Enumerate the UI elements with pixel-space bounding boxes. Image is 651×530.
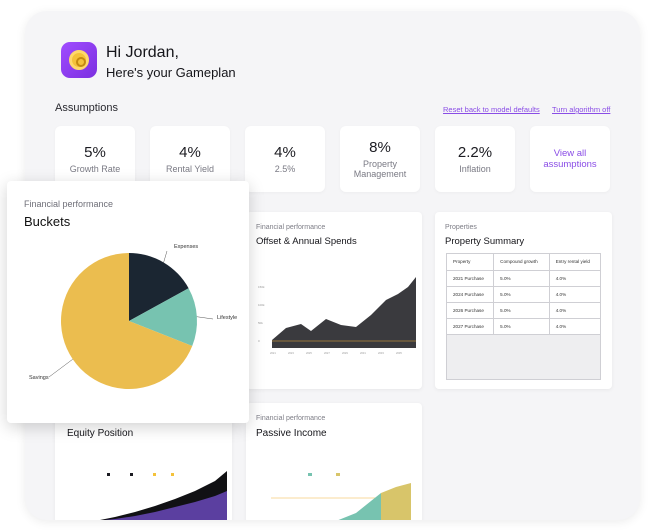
pie-leader-line: [163, 250, 168, 263]
table-row[interactable]: 2024 Purchase 5.0% 4.0%: [447, 286, 600, 303]
view-all-assumptions-button[interactable]: View all assumptions: [530, 126, 610, 192]
buckets-pie-chart: Expenses Lifestyle Savings: [29, 244, 237, 389]
assumption-label: Growth Rate: [69, 164, 121, 174]
pie-slice-savings[interactable]: [61, 253, 193, 389]
turn-algorithm-off-link[interactable]: Turn algorithm off: [552, 105, 611, 114]
svg-text:2031: 2031: [360, 351, 366, 355]
buckets-title: Buckets: [24, 214, 71, 229]
table-cell: 4.0%: [549, 318, 600, 335]
table-cell: 2026 Purchase: [447, 302, 495, 319]
assumption-card-inflation[interactable]: 2.2% Inflation: [435, 126, 515, 192]
pie-slice-expenses[interactable]: [129, 253, 189, 321]
panel-kicker: Properties: [445, 224, 477, 231]
table-row[interactable]: 2027 Purchase 5.0% 4.0%: [447, 318, 600, 335]
assumption-label: Property Management: [353, 159, 407, 179]
assumption-label: Inflation: [459, 164, 491, 174]
table-cell: 5.0%: [493, 270, 550, 287]
assumption-value: 5%: [84, 144, 106, 161]
view-all-label: View all assumptions: [543, 148, 597, 170]
property-summary-panel[interactable]: Properties Property Summary Property Com…: [435, 212, 612, 389]
table-cell: 2021 Purchase: [447, 270, 495, 287]
svg-text:2035: 2035: [396, 351, 402, 355]
svg-text:2027: 2027: [324, 351, 330, 355]
table-cell: 4.0%: [549, 286, 600, 303]
svg-text:2025: 2025: [306, 351, 312, 355]
assumption-card-property-management[interactable]: 8% Property Management: [340, 126, 420, 192]
table-header-row: Property Compound growth Entry rental yi…: [447, 254, 600, 271]
pie-label-savings: Savings: [29, 375, 49, 381]
greeting-title: Hi Jordan,: [106, 44, 179, 61]
table-cell: 4.0%: [549, 270, 600, 287]
svg-text:0: 0: [258, 339, 260, 343]
assumption-value: 4%: [274, 144, 296, 161]
passive-area-gold: [381, 483, 411, 520]
assumption-value: 2.2%: [457, 144, 493, 161]
buckets-card[interactable]: Financial performance Buckets Expenses Li…: [7, 181, 249, 423]
pie-slice-lifestyle[interactable]: [129, 288, 198, 347]
panel-kicker: Financial performance: [256, 224, 326, 231]
panel-title: Property Summary: [445, 236, 525, 247]
assumption-card-third[interactable]: 4% 2.5%: [245, 126, 325, 192]
table-header: Property: [447, 254, 495, 271]
svg-text:100k: 100k: [258, 303, 265, 307]
panel-title: Offset & Annual Spends: [256, 236, 357, 247]
panel-title: Passive Income: [256, 428, 327, 439]
greeting-block: Hi Jordan, Here's your Gameplan: [106, 43, 236, 83]
panel-kicker: Financial performance: [256, 415, 326, 422]
pie-label-expenses: Expenses: [174, 244, 198, 250]
coin-icon: [69, 50, 89, 70]
table-cell: 5.0%: [493, 286, 550, 303]
table-cell: 5.0%: [493, 302, 550, 319]
assumption-value: 4%: [179, 144, 201, 161]
svg-text:2023: 2023: [288, 351, 294, 355]
equity-stacked-chart: [100, 471, 227, 520]
table-row[interactable]: 2021 Purchase 5.0% 4.0%: [447, 270, 600, 287]
equity-purple-area: [105, 491, 227, 520]
reset-defaults-link[interactable]: Reset back to model defaults: [443, 105, 540, 114]
equity-legend: [107, 473, 174, 476]
assumptions-title: Assumptions: [55, 102, 118, 114]
panel-title: Equity Position: [67, 428, 134, 439]
passive-income-panel[interactable]: Financial performance Passive Income: [246, 403, 422, 520]
table-cell: 2024 Purchase: [447, 286, 495, 303]
offset-area-chart: 150k 100k 50k 0 2021 2023 2025 2027 2029 2031 20…: [258, 277, 416, 355]
property-summary-table: Property Compound growth Entry rental yi…: [446, 253, 601, 380]
svg-text:150k: 150k: [258, 285, 265, 289]
svg-text:2029: 2029: [342, 351, 348, 355]
passive-area-teal: [338, 493, 381, 520]
assumption-value: 8%: [369, 139, 391, 156]
pie-leader-line: [196, 316, 214, 320]
passive-income-chart: [271, 473, 411, 520]
pie-leader-line: [48, 359, 73, 378]
app-logo: [61, 42, 97, 78]
pie-label-lifestyle: Lifestyle: [217, 315, 237, 321]
svg-text:50k: 50k: [258, 321, 263, 325]
table-header: Entry rental yield: [549, 254, 600, 271]
table-row[interactable]: 2026 Purchase 5.0% 4.0%: [447, 302, 600, 319]
offset-annual-spends-panel[interactable]: Financial performance Offset & Annual Sp…: [246, 212, 422, 389]
table-header: Compound growth: [493, 254, 550, 271]
table-cell: 5.0%: [493, 318, 550, 335]
svg-text:2021: 2021: [270, 351, 276, 355]
assumption-label: Rental Yield: [165, 164, 215, 174]
greeting-subtitle: Here's your Gameplan: [106, 65, 236, 80]
buckets-kicker: Financial performance: [24, 199, 114, 209]
svg-text:2033: 2033: [378, 351, 384, 355]
offset-area-series: [272, 277, 416, 348]
assumption-label: 2.5%: [274, 164, 296, 174]
table-cell: 4.0%: [549, 302, 600, 319]
table-cell: 2027 Purchase: [447, 318, 495, 335]
